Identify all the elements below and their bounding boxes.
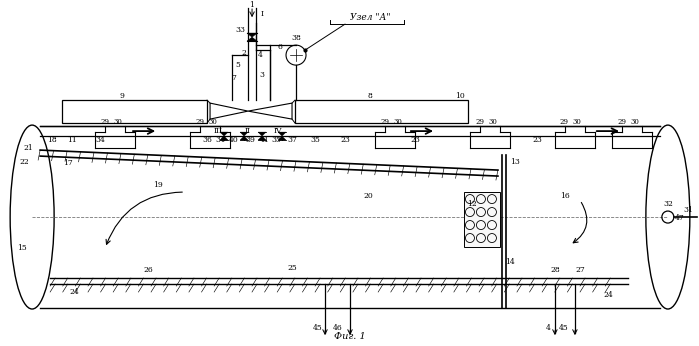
Bar <box>464 192 500 247</box>
Text: 4: 4 <box>258 51 263 59</box>
Text: 8: 8 <box>368 92 373 100</box>
Text: 29: 29 <box>559 118 568 126</box>
Text: 34: 34 <box>215 136 225 144</box>
Polygon shape <box>220 132 228 136</box>
Text: 35: 35 <box>310 136 320 144</box>
Text: 25: 25 <box>287 264 297 272</box>
Text: IV: IV <box>274 127 282 135</box>
Text: Фиг. 1: Фиг. 1 <box>334 331 366 340</box>
Text: 19: 19 <box>153 181 163 189</box>
Text: II: II <box>245 127 251 135</box>
Text: 33: 33 <box>235 26 245 34</box>
Text: 24: 24 <box>69 288 79 296</box>
Text: 2: 2 <box>242 49 247 57</box>
Text: 28: 28 <box>550 266 560 274</box>
Text: 45: 45 <box>559 324 569 332</box>
Polygon shape <box>240 132 248 136</box>
Text: 12: 12 <box>467 200 477 208</box>
Text: 30: 30 <box>572 118 582 126</box>
Bar <box>295 100 468 123</box>
Text: 29: 29 <box>196 118 205 126</box>
Text: 17: 17 <box>63 159 73 167</box>
Text: 31: 31 <box>683 206 693 214</box>
Text: 11: 11 <box>67 136 77 144</box>
Polygon shape <box>258 136 266 140</box>
Text: 30: 30 <box>489 118 498 126</box>
Polygon shape <box>247 33 257 37</box>
Text: 18: 18 <box>48 136 57 144</box>
Polygon shape <box>278 132 286 136</box>
Polygon shape <box>220 136 228 140</box>
Text: 29: 29 <box>380 118 389 126</box>
Text: 20: 20 <box>363 192 373 200</box>
Text: 4: 4 <box>545 324 550 332</box>
Bar <box>62 100 207 123</box>
Text: 23: 23 <box>532 136 542 144</box>
Text: 29: 29 <box>617 118 626 126</box>
Text: 36: 36 <box>202 136 212 144</box>
Text: III: III <box>214 127 222 135</box>
Text: 29: 29 <box>101 118 110 126</box>
Text: 39: 39 <box>245 136 255 144</box>
Text: 7: 7 <box>231 74 236 82</box>
Text: 30: 30 <box>114 118 122 126</box>
Text: 37: 37 <box>287 136 297 144</box>
Text: 41: 41 <box>260 136 270 144</box>
Text: 29: 29 <box>475 118 484 126</box>
Text: 9: 9 <box>120 92 124 100</box>
Text: 13: 13 <box>510 158 520 166</box>
Text: 32: 32 <box>663 200 673 208</box>
Text: 15: 15 <box>17 244 27 252</box>
Text: 14: 14 <box>505 258 514 266</box>
Text: Узел "А": Узел "А" <box>350 13 390 22</box>
Text: 35: 35 <box>271 136 281 144</box>
Text: 23: 23 <box>340 136 350 144</box>
Text: 1: 1 <box>250 1 254 9</box>
Polygon shape <box>258 132 266 136</box>
Text: 22: 22 <box>20 158 29 166</box>
Text: 34: 34 <box>95 136 105 144</box>
Text: 46: 46 <box>333 324 343 332</box>
Text: 45: 45 <box>313 324 323 332</box>
Text: 6: 6 <box>278 43 282 51</box>
Polygon shape <box>247 37 257 41</box>
Text: 30: 30 <box>208 118 217 126</box>
Text: 5: 5 <box>236 61 240 69</box>
Text: 30: 30 <box>394 118 403 126</box>
Text: 24: 24 <box>603 291 613 299</box>
Text: I: I <box>261 10 264 18</box>
Text: 16: 16 <box>560 192 570 200</box>
Polygon shape <box>278 136 286 140</box>
Text: 23: 23 <box>410 136 420 144</box>
Text: 30: 30 <box>630 118 640 126</box>
Text: 47: 47 <box>675 214 685 222</box>
Text: 38: 38 <box>291 34 301 42</box>
Text: 10: 10 <box>455 92 465 100</box>
Text: 27: 27 <box>575 266 585 274</box>
Text: 40: 40 <box>229 136 239 144</box>
Text: 21: 21 <box>23 144 33 152</box>
Text: 3: 3 <box>259 71 264 79</box>
Polygon shape <box>240 136 248 140</box>
Text: 26: 26 <box>143 266 153 274</box>
